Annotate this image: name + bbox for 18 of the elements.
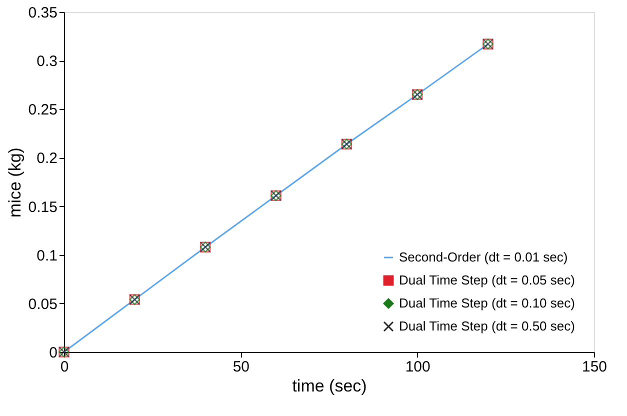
y-tick-label: 0.25: [28, 102, 58, 119]
x-tick-label: 150: [582, 358, 608, 376]
x-tick-label: 0: [60, 358, 69, 376]
x-tick-label: 50: [232, 358, 250, 376]
legend-label: Second-Order (dt = 0.01 sec): [399, 250, 568, 264]
y-tick-label: 0.1: [36, 247, 58, 264]
legend-label: Dual Time Step (dt = 0.50 sec): [399, 318, 575, 334]
y-tick-label: 0.15: [28, 198, 58, 216]
legend-label: Dual Time Step (dt = 0.05 sec): [399, 272, 575, 288]
y-tick-label: 0.3: [36, 53, 58, 70]
legend-label: Dual Time Step (dt = 0.10 sec): [399, 296, 575, 310]
y-axis-title: mice (kg): [5, 148, 24, 218]
y-tick-label: 0.05: [28, 296, 58, 313]
y-tick-label: 0.35: [28, 4, 58, 22]
x-axis-title: time (sec): [292, 376, 367, 396]
y-tick-label: 0.2: [36, 150, 58, 168]
x-tick-label: 100: [405, 358, 430, 376]
y-tick-label: 0: [49, 344, 58, 362]
